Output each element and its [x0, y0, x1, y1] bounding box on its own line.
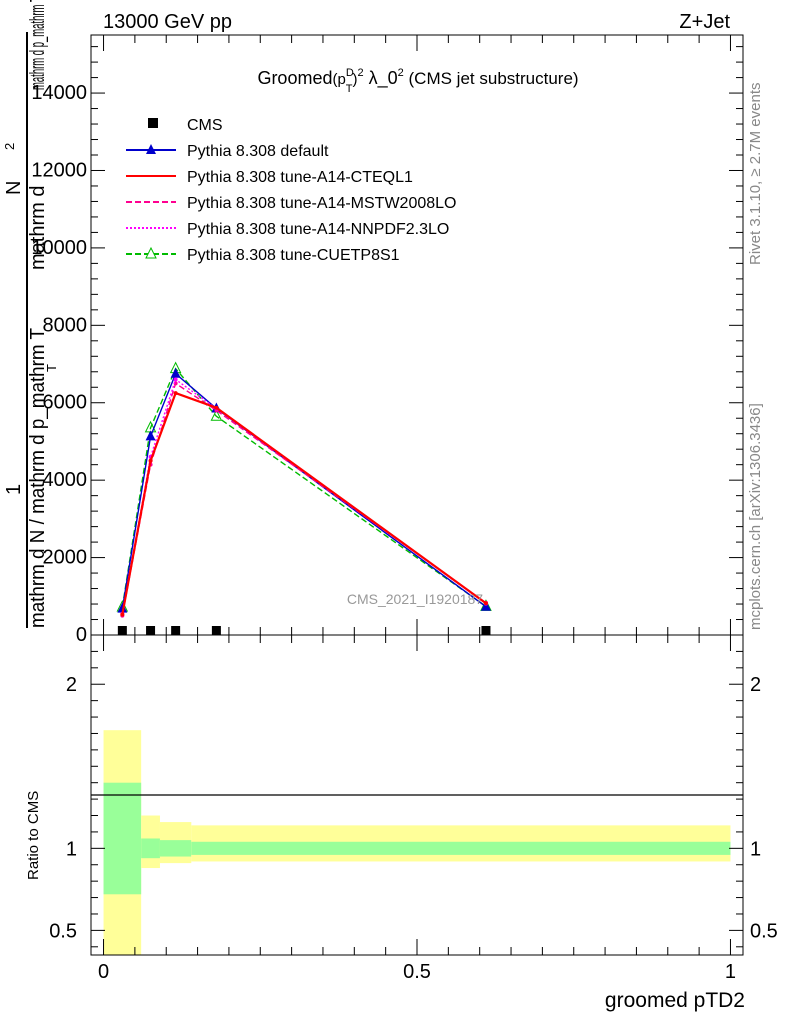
main-plot-panel: 0 2000 4000 6000 8000 10000 12000 14000 CMS_202…	[31, 34, 744, 646]
ratio-ytick-label: 2	[66, 674, 77, 696]
series-marker-1	[145, 430, 156, 441]
main-ytick-label: 4000	[43, 469, 88, 491]
ratio-band-inner	[141, 838, 160, 859]
main-ytick-label: 2000	[43, 547, 88, 569]
ratio-band-inner	[191, 841, 731, 855]
legend-entry-0: CMS	[148, 117, 223, 134]
legend-label: Pythia 8.308 default	[187, 143, 329, 160]
main-ytick-label: 14000	[31, 82, 87, 104]
legend-label: Pythia 8.308 tune-A14-CTEQL1	[187, 169, 413, 186]
ratio-ytick-label: 1	[66, 838, 77, 860]
series-marker-2	[148, 458, 153, 463]
legend-entry-5: Pythia 8.308 tune-CUETP8S1	[126, 246, 400, 264]
legend-label: Pythia 8.308 tune-CUETP8S1	[187, 247, 400, 264]
x-axis-label: groomed pTD2	[605, 989, 745, 1012]
series-line-5	[121, 367, 487, 608]
mcplots-label: mcplots.cern.ch [arXiv:1306.3436]	[747, 403, 764, 630]
ratio-band-inner	[103, 782, 142, 895]
y-label-num-c: mathrm d p_mathrm T mathrm d lambda	[27, 0, 49, 90]
main-ytick-label: 10000	[31, 237, 87, 259]
cms-data-point	[146, 626, 156, 635]
series-marker-4	[173, 377, 178, 382]
series-marker-2	[214, 405, 219, 410]
main-ytick-label: 0	[76, 624, 87, 646]
rivet-label: Rivet 3.1.10, ≥ 2.7M events	[747, 83, 764, 266]
legend-marker	[145, 246, 157, 259]
ratio-plot-panel: 0.5 0.5 1 1 2 2 0 0.5 1 Ratio to CMS groomed pTD…	[25, 634, 778, 1012]
legend-entry-1: Pythia 8.308 default	[126, 143, 329, 160]
series-line-1	[121, 372, 487, 609]
series-marker-5	[210, 409, 223, 421]
x-tick-label: 0	[98, 961, 109, 983]
y-label-num-b: N	[3, 181, 25, 195]
main-ticks: 0 2000 4000 6000 8000 10000 12000 14000	[31, 35, 743, 646]
ratio-ytick-label-right: 1	[750, 838, 761, 860]
legend-entry-4: Pythia 8.308 tune-A14-NNPDF2.3LO	[126, 221, 449, 238]
series-marker-2	[120, 612, 125, 617]
legend-label: CMS	[187, 117, 223, 134]
y-label-one: 1	[3, 484, 25, 495]
cms-data-point	[117, 626, 127, 635]
main-series	[116, 361, 492, 635]
series-line-4	[121, 378, 487, 614]
cms-data-point	[481, 626, 491, 635]
y-label-num-sup: 2	[2, 143, 17, 150]
main-ytick-label: 12000	[31, 159, 87, 181]
cms-data-point	[211, 626, 221, 635]
main-ytick-label: 6000	[43, 392, 88, 414]
series-marker-1	[117, 602, 128, 613]
ratio-y-label: Ratio to CMS	[25, 791, 42, 880]
legend-marker	[146, 144, 156, 154]
ratio-ytick-label-right: 0.5	[750, 920, 778, 942]
plot-title: Groomed(pD T)2 λ_02 (CMS jet substructure…	[257, 67, 578, 95]
ratio-band-inner	[159, 840, 192, 857]
series-marker-2	[173, 391, 178, 396]
header-right: Z+Jet	[679, 11, 730, 33]
y-label-den: mathrm d N / mathrm d p_mathrm T	[27, 328, 49, 628]
analysis-watermark: CMS_2021_I1920187	[347, 591, 483, 607]
upper-y-label: mathrm d N 2 mathrm d p_mathrm T mathrm …	[2, 0, 59, 628]
ratio-ticks: 0.5 0.5 1 1 2 2 0 0.5 1	[49, 635, 778, 983]
series-line-3	[121, 382, 487, 616]
ratio-ytick-label-right: 2	[750, 674, 761, 696]
x-tick-label: 0.5	[403, 961, 431, 983]
legend-marker	[148, 118, 158, 128]
main-ytick-label: 8000	[43, 314, 88, 336]
series-marker-2	[483, 601, 488, 606]
cms-data-point	[171, 626, 181, 635]
series-marker-1	[170, 367, 181, 378]
ratio-ytick-label: 0.5	[49, 920, 77, 942]
y-label-num-a: mathrm d	[27, 186, 49, 270]
legend-entry-2: Pythia 8.308 tune-A14-CTEQL1	[126, 169, 413, 186]
y-label-sub-t: T	[44, 364, 59, 372]
legend-entry-3: Pythia 8.308 tune-A14-MSTW2008LO	[126, 195, 456, 212]
header-left: 13000 GeV pp	[103, 11, 232, 33]
series-line-2	[121, 391, 487, 615]
series-marker-1	[480, 600, 491, 611]
legend: CMS Pythia 8.308 default Pythia 8.308 tune…	[126, 117, 456, 264]
x-tick-label: 1	[725, 961, 736, 983]
legend-label: Pythia 8.308 tune-A14-MSTW2008LO	[187, 195, 456, 212]
ratio-bands	[103, 730, 731, 955]
legend-label: Pythia 8.308 tune-A14-NNPDF2.3LO	[187, 221, 449, 238]
